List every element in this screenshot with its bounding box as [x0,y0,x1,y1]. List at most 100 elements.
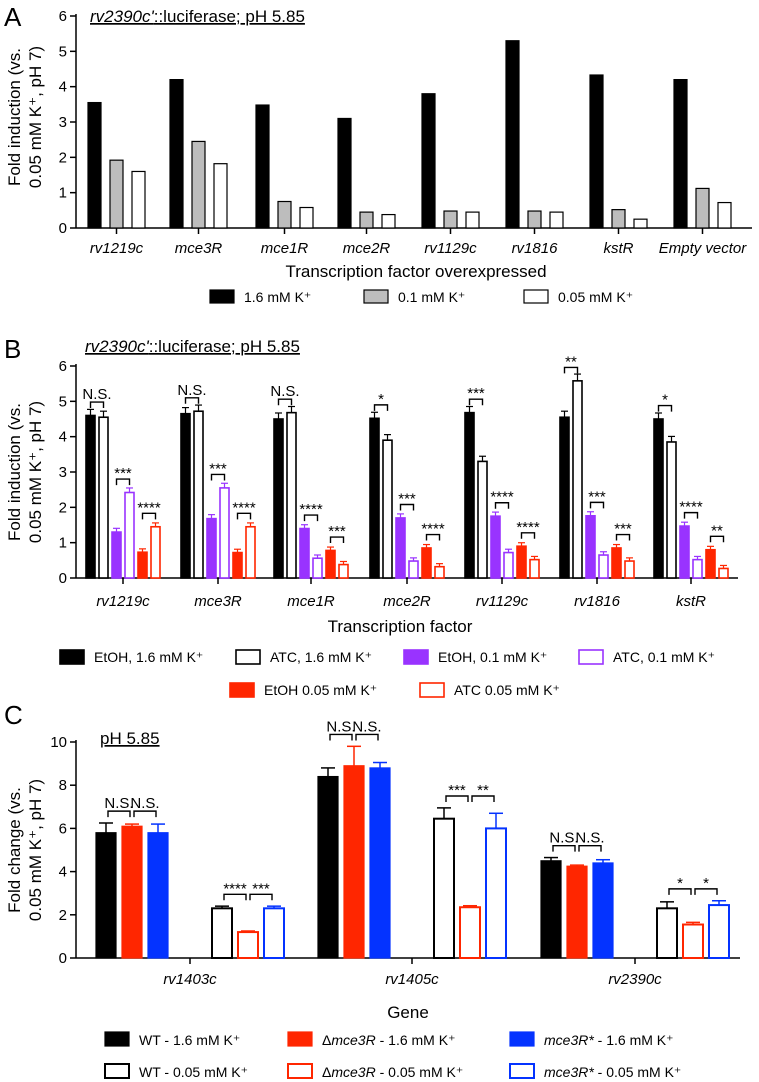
legend-label-1-6-mm-k: 1.6 mM K⁺ [244,289,311,305]
legend-swatch-atc-0-05-mm-k [419,682,445,698]
significance-label: ** [477,782,489,799]
legend-label-wt-0-05-mm-k: WT - 0.05 mM K⁺ [139,1064,248,1080]
bar-rv1129c-etoh-1-6-mm-k [464,411,475,579]
bar-kstr-0-1-mm-k [611,209,626,229]
x-tick-label-rv1129c: rv1129c [424,240,477,257]
legend-label-mce3r-0-05-mm-k-gene: mce3R* [544,1064,594,1080]
legend-swatch-0-05-mm-k [523,289,549,304]
bar-rv1129c-atc-0-05-mm-k [529,558,540,579]
significance-bracket [303,514,319,522]
bar-rv1129c-etoh-0-1-mm-k [490,515,501,579]
significance-bracket [133,810,157,818]
panel-a-bars [87,40,732,229]
significance-bracket [615,533,631,541]
significance-label: ** [565,353,577,370]
significance-label: N.S. [82,386,111,403]
y-tick-label: 6 [59,8,67,25]
bar-mce3r-atc-0-05-mm-k [245,525,256,579]
x-tick-label-mce1r: mce1R [287,593,335,610]
bar-rv1129c-etoh-0-05-mm-k [516,545,527,579]
significance-bracket [589,501,605,509]
significance-bracket [89,401,105,409]
bar-kstr-atc-0-05-mm-k [718,567,729,579]
x-tick-label-empty-vector: Empty vector [659,240,748,257]
significance-bracket [494,502,510,509]
y-tick-label: 2 [59,499,67,516]
bar-rv1816-1-6-mm-k [505,40,520,229]
bar-rv1219c-atc-0-05-mm-k [150,525,161,579]
bar-rv1219c-etoh-0-05-mm-k [137,551,148,579]
significance-bracket [329,733,353,741]
bar-rv1219c-0-1-mm-k [109,159,124,229]
y-tick-label: 0 [59,220,67,237]
bar-mce1r-etoh-1-6-mm-k [273,418,284,579]
bar-rv1405c-wt-0-05-mm-k [433,817,455,959]
bar-mce2r-atc-1-6-mm-k [382,439,393,579]
bar-rv1129c-0-05-mm-k [465,211,480,229]
panel-a-xlabel: Transcription factor overexpressed [285,262,546,281]
x-tick-label-mce2r: mce2R [383,593,431,610]
bar-rv1219c-etoh-0-1-mm-k [111,531,122,579]
x-tick-label-rv1129c: rv1129c [476,593,529,610]
significance-bracket [107,810,131,818]
bar-rv1405c-mce3r-1-6-mm-k [343,765,365,959]
y-tick-label: 3 [59,114,67,131]
significance-label: **** [490,489,514,506]
significance-label: N.S. [270,383,299,400]
significance-bracket [563,366,579,374]
bar-mce2r-atc-0-05-mm-k [434,565,445,579]
panel-b-ylabel-line1: Fold induction (vs. [5,403,24,541]
bar-mce3r-1-6-mm-k [169,78,184,229]
legend-label-mce3r-0-05-mm-k: mce3R* - 0.05 mM K⁺ [544,1064,681,1080]
significance-label: *** [467,385,485,402]
bar-rv1816-0-1-mm-k [527,210,542,229]
y-tick-label: 5 [59,393,67,410]
bar-rv2390c-wt-0-05-mm-k [656,907,678,960]
bar-rv1219c-1-6-mm-k [87,101,102,229]
significance-label: **** [137,499,161,516]
legend-swatch-atc-0-1-mm-k [578,649,604,665]
legend-swatch-1-6-mm-k [209,289,235,304]
panel-c-title: pH 5.85 [100,729,160,748]
legend-swatch-etoh-0-1-mm-k [403,649,429,665]
legend-label-wt-1-6-mm-k: WT - 1.6 mM K⁺ [139,1032,240,1048]
significance-label: N.S. [177,382,206,399]
bar-kstr-etoh-0-05-mm-k [705,548,716,579]
legend-swatch-etoh-0-05-mm-k [229,682,255,698]
panel-b: B rv2390c'::luciferase; pH 5.85 Fold ind… [4,334,738,698]
panel-a-title: rv2390c'::luciferase; pH 5.85 [90,7,305,26]
significance-bracket [552,844,576,852]
y-tick-label: 2 [59,149,67,166]
bar-mce2r-0-1-mm-k [359,211,374,229]
panel-b-title: rv2390c'::luciferase; pH 5.85 [85,337,300,356]
bar-mce2r-0-05-mm-k [381,213,396,229]
y-tick-label: 8 [59,777,67,794]
significance-label: N.S. [104,795,133,812]
bar-empty-vector-0-05-mm-k [717,201,732,229]
legend-label-mce3r-0-05-mm-k-rest: - 0.05 mM K⁺ [376,1064,464,1080]
legend-swatch-etoh-1-6-mm-k [59,649,85,665]
bar-rv1405c-wt-1-6-mm-k [317,775,339,959]
panel-c-ylabel-line1: Fold change (vs. [5,787,24,913]
y-tick-label: 4 [59,429,67,446]
legend-label-0-05-mm-k: 0.05 mM K⁺ [558,289,633,305]
bar-kstr-0-05-mm-k [633,218,648,229]
panel-a-xticks: rv1219c mce3R mce1R mce2R rv1129c rv1816 kstR E… [90,228,747,257]
bar-rv1405c-mce3r-1-6-mm-k [369,767,391,959]
y-tick-label: 1 [59,535,67,552]
x-tick-label-mce3r: mce3R [194,593,242,610]
bar-rv2390c-mce3r-1-6-mm-k [592,862,614,959]
y-tick-label: 2 [59,907,67,924]
bar-rv1816-atc-0-1-mm-k [598,554,609,579]
panel-b-ylabel-line2: 0.05 mM K⁺, pH 7) [26,401,45,543]
bar-rv1816-etoh-0-05-mm-k [611,547,622,579]
bar-rv2390c-wt-1-6-mm-k [540,860,562,959]
x-tick-label-mce3r: mce3R [175,240,223,257]
significance-label: *** [114,465,132,482]
bar-rv1129c-atc-0-1-mm-k [503,551,514,579]
panel-c-letter: C [4,700,23,730]
legend-label-etoh-1-6-mm-k: EtOH, 1.6 mM K⁺ [94,649,203,665]
x-tick-label-rv1219c: rv1219c [96,593,150,610]
significance-label: N.S. [549,830,578,847]
panel-a-legend: 1.6 mM K⁺ 0.1 mM K⁺ 0.05 mM K⁺ [209,289,633,305]
